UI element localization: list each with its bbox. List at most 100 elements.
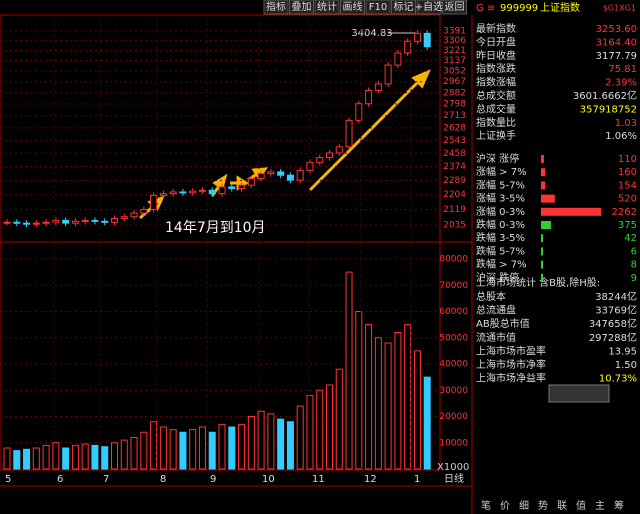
candle [316, 157, 324, 163]
candle [62, 219, 70, 224]
toolbar-button[interactable] [442, 0, 467, 15]
y-tick-label: 2119 [443, 205, 466, 215]
quote-label: 上证换手 [476, 129, 516, 142]
bottom-tab[interactable]: 细 [519, 499, 529, 512]
quote-label: 指数量比 [476, 116, 516, 129]
toolbar-label[interactable]: F10 [369, 2, 387, 13]
bottom-tab[interactable]: 联 [557, 500, 567, 512]
toolbar-button[interactable] [340, 0, 365, 15]
y-tick-label: 2204 [443, 190, 466, 200]
bottom-tab[interactable]: 价 [500, 500, 510, 512]
market-label: 流通市值 [476, 331, 516, 344]
volume-bar [179, 431, 187, 470]
market-value: 297288亿 [589, 331, 637, 344]
toolbar-label[interactable]: 统计 [317, 0, 337, 13]
volume-bar [326, 384, 333, 470]
candle [91, 219, 99, 222]
toolbar-label[interactable]: 返回 [445, 1, 465, 13]
candle [71, 220, 79, 224]
y-tick-label: 70000 [439, 281, 468, 291]
date-label: 10 [262, 474, 275, 485]
candle [365, 89, 373, 105]
quote-value: 3601.6662亿 [573, 89, 637, 102]
candle [120, 216, 128, 220]
breadth-label: 跌幅 5-7% [476, 244, 525, 257]
toolbar-label[interactable]: 画线 [343, 0, 363, 13]
toolbar-label[interactable]: 标记 [394, 1, 414, 13]
bottom-tab[interactable]: 主 [595, 500, 605, 512]
volume-bar [189, 429, 197, 470]
candle [150, 194, 158, 210]
candle [159, 193, 167, 196]
popup[interactable] [548, 384, 610, 403]
candle [3, 221, 11, 224]
candle [394, 52, 402, 66]
volume-bar [13, 450, 21, 470]
candle [306, 161, 314, 171]
market-value: 38244亿 [595, 290, 637, 303]
candle [198, 189, 206, 192]
volume-bar [374, 337, 382, 470]
y-tick-label: 50000 [439, 333, 468, 343]
bottom-tab[interactable]: 势 [538, 499, 548, 512]
market-label: 上海市场净益率 [476, 372, 546, 385]
quote-value: 3177.79 [596, 51, 637, 62]
breadth-bar [541, 260, 543, 269]
volume-bar [423, 376, 431, 470]
candle [52, 219, 60, 223]
breadth-bar [541, 207, 601, 216]
candle [228, 186, 236, 190]
volume-bar [208, 431, 216, 470]
y-tick-label: 2458 [443, 149, 466, 159]
toolbar-button[interactable] [263, 0, 289, 15]
date-label: 5 [5, 474, 11, 485]
y-tick-label: 3306 [443, 36, 466, 46]
toolbar-label[interactable]: 指标 [266, 0, 286, 13]
index-name: 上证指数 [540, 1, 580, 14]
candle [384, 64, 392, 85]
breadth-count: 520 [618, 194, 637, 205]
volume-bar [120, 439, 128, 470]
bottom-tab[interactable]: 笔 [481, 499, 491, 512]
candle [208, 189, 216, 195]
quote-label: 总成交额 [476, 89, 516, 102]
toolbar-label[interactable]: +自选 [415, 0, 443, 13]
date-label: 7 [103, 474, 109, 485]
candle [404, 40, 412, 54]
candle [111, 218, 118, 223]
toolbar-button[interactable] [365, 0, 391, 15]
volume-bar [91, 444, 99, 470]
breadth-count: 8 [631, 260, 637, 271]
market-label: AB股总市值 [476, 317, 530, 330]
toolbar-button[interactable] [314, 0, 340, 15]
peak-label: 3404.83 [351, 28, 392, 39]
volume-bar [159, 426, 167, 470]
volume-unit: X1000 [437, 462, 469, 473]
volume-bar [62, 447, 70, 470]
y-tick-label: 2882 [443, 88, 466, 98]
volume-bar [404, 324, 412, 470]
toolbar-button[interactable] [416, 0, 442, 15]
candle [238, 184, 246, 190]
candle [81, 219, 89, 222]
breadth-label: 涨幅 0-3% [476, 205, 525, 218]
breadth-count: 375 [618, 220, 637, 231]
market-value: 347658亿 [589, 317, 637, 330]
candle [247, 178, 255, 186]
bottom-tab[interactable]: 筹 [614, 499, 624, 512]
market-value: 10.73% [599, 374, 637, 385]
breadth-bar [541, 247, 543, 256]
toolbar-label[interactable]: 叠加 [292, 1, 312, 13]
candle [277, 171, 285, 176]
toolbar-button[interactable] [391, 0, 416, 15]
bottom-tab[interactable]: 值 [576, 499, 586, 512]
quote-label: 最新指数 [476, 22, 516, 35]
market-value: 1.50 [615, 360, 637, 371]
quote-value: 2.39% [605, 78, 637, 89]
candle [423, 32, 431, 48]
volume-bar [345, 271, 353, 470]
market-label: 总股本 [476, 290, 506, 303]
volume-bar [3, 447, 11, 470]
date-label: 9 [210, 474, 216, 485]
toolbar-button[interactable] [289, 0, 314, 15]
